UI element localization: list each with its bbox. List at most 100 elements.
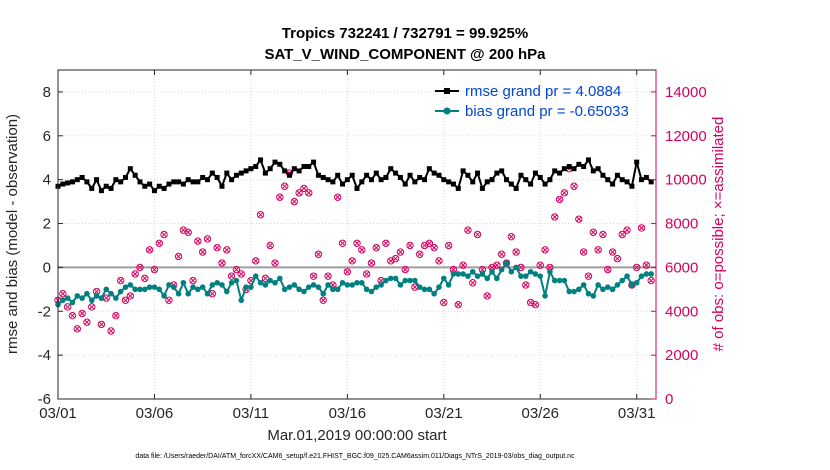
obs-possible-marker (150, 265, 159, 274)
obs-point (184, 228, 192, 237)
rmse-point (499, 168, 505, 174)
obs-point (473, 230, 482, 239)
obs-point (507, 232, 516, 241)
obs-possible-marker (88, 303, 96, 311)
bias-point (638, 273, 645, 279)
bias-point (252, 273, 259, 279)
rmse-point (590, 168, 596, 174)
obs-assimilated-marker (291, 198, 297, 205)
rmse-point (359, 179, 365, 185)
obs-point (136, 263, 144, 272)
rmse-point (629, 183, 635, 189)
obs-assimilated-marker (460, 262, 466, 268)
obs-assimilated-marker (581, 249, 587, 255)
obs-possible-marker (68, 311, 77, 320)
obs-point (237, 270, 245, 278)
bias-point (79, 295, 85, 301)
rmse-point (470, 179, 476, 185)
obs-possible-marker (440, 298, 448, 307)
bias-point (257, 279, 264, 286)
bias-point (387, 275, 394, 282)
obs-possible-marker (131, 270, 139, 278)
bias-point (469, 268, 476, 275)
bias-point (494, 275, 500, 282)
obs-point (435, 257, 443, 265)
bias-point (359, 279, 365, 286)
rmse-point (330, 179, 336, 185)
obs-point (444, 241, 453, 250)
legend-bias-label: bias grand pr = -0.65033 (465, 103, 629, 120)
obs-assimilated-marker (614, 255, 621, 262)
obs-point (406, 241, 414, 250)
obs-assimilated-marker (146, 247, 153, 253)
bias-point (624, 273, 630, 279)
rmse-point (605, 177, 611, 183)
obs-point (266, 241, 274, 250)
rmse-point (557, 170, 563, 176)
obs-assimilated-marker (445, 242, 452, 249)
obs-possible-marker (642, 261, 651, 269)
left-y-axis-label: rmse and bias (model - observation) (4, 114, 21, 354)
rmse-point (402, 181, 408, 187)
y-tick-label-7: 8 (43, 84, 51, 101)
obs-assimilated-marker (156, 240, 162, 246)
obs-possible-marker (522, 281, 530, 289)
y2-tick-label-3: 6000 (665, 259, 698, 276)
rmse-point (479, 185, 485, 191)
obs-assimilated-marker (624, 227, 630, 233)
obs-point (382, 239, 390, 247)
obs-point (198, 248, 207, 256)
obs-possible-marker (531, 300, 540, 309)
obs-assimilated-marker (441, 299, 447, 306)
obs-point (59, 290, 67, 298)
obs-point (613, 254, 622, 263)
x-tick-label-0: 03/01 (39, 405, 77, 422)
obs-point (174, 252, 183, 261)
rmse-point (171, 179, 177, 185)
obs-possible-marker (372, 243, 380, 252)
obs-possible-marker (507, 232, 516, 241)
obs-assimilated-marker (368, 260, 375, 266)
obs-possible-marker (160, 230, 168, 239)
rmse-point (417, 174, 423, 180)
obs-point (599, 230, 607, 239)
obs-possible-marker (483, 292, 491, 300)
bias-point (368, 288, 375, 295)
bias-point (354, 279, 360, 286)
obs-point (637, 224, 646, 232)
obs-point (541, 246, 549, 254)
obs-possible-marker (165, 296, 173, 304)
rmse-point (547, 177, 553, 183)
obs-possible-marker (391, 254, 400, 263)
rmse-point (450, 181, 456, 187)
bias-point (330, 286, 336, 293)
obs-assimilated-marker (98, 321, 105, 328)
rmse-point (123, 174, 129, 180)
obs-possible-marker (290, 197, 299, 206)
obs-point (145, 246, 154, 254)
bias-point (291, 282, 298, 288)
obs-point (63, 303, 72, 311)
bias-point (233, 277, 240, 284)
bias-point (633, 279, 640, 286)
obs-possible-marker (73, 325, 81, 333)
obs-assimilated-marker (209, 291, 215, 297)
bias-point (272, 279, 278, 286)
obs-assimilated-marker (267, 242, 273, 249)
obs-assimilated-marker (470, 280, 476, 286)
rmse-point (176, 179, 182, 185)
obs-possible-marker (464, 226, 472, 234)
obs-possible-marker (107, 327, 115, 335)
rmse-point (277, 161, 283, 167)
obs-point (261, 274, 270, 283)
rmse-point (542, 181, 548, 187)
rmse-point (267, 166, 273, 172)
obs-possible-marker (604, 265, 612, 274)
obs-point (570, 182, 578, 190)
obs-possible-marker (473, 230, 482, 239)
obs-point (83, 318, 91, 326)
obs-possible-marker (213, 243, 221, 252)
obs-point (73, 325, 81, 333)
obs-point (300, 184, 308, 193)
rmse-point (214, 174, 220, 180)
